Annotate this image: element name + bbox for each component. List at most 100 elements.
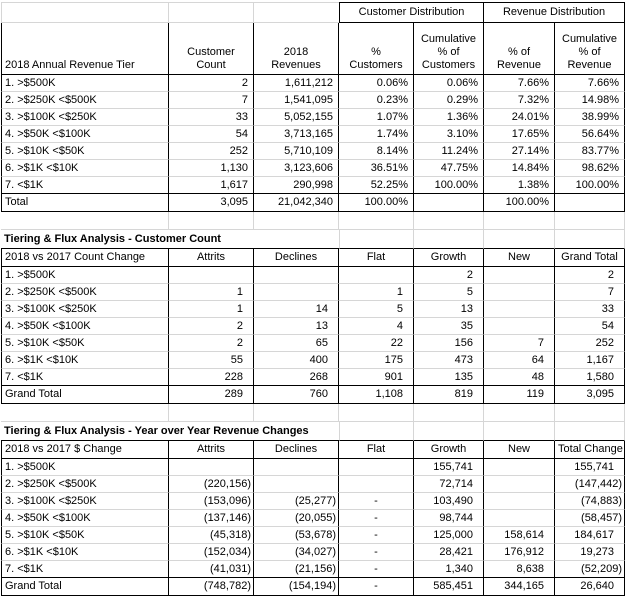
row-label-cell: 2. >$250K <$500K [1, 92, 169, 109]
value-cell: 52.25% [339, 177, 414, 194]
value-cell: 13 [414, 301, 485, 318]
empty-cell [555, 230, 626, 249]
value-cell: 22 [339, 335, 414, 352]
value-cell: 158,614 [484, 527, 556, 544]
value-cell: 585,451 [414, 578, 485, 596]
col-header-grand-total: Grand Total [555, 249, 626, 267]
empty-cell [414, 422, 485, 441]
value-cell: 0.29% [414, 92, 485, 109]
value-cell: 100.00% [555, 177, 626, 194]
empty-cell [414, 230, 485, 249]
value-cell: 156 [414, 335, 485, 352]
value-cell: 3,713,165 [254, 126, 339, 143]
table-row: 4. >$50K <$100K 54 3,713,165 1.74% 3.10% 17.6… [1, 126, 626, 143]
table-row: 6. >$1K <$10K (152,034) (34,027) -28,421 176… [1, 544, 626, 561]
col-header-customer-count: Customer Count [169, 23, 254, 75]
value-cell: 135 [414, 369, 485, 386]
customer-distribution-group-header: Customer Distribution [339, 2, 485, 23]
value-cell: 27.14% [484, 143, 556, 160]
value-cell [169, 459, 254, 476]
row-label-cell: Grand Total [1, 578, 169, 596]
value-cell: 98,744 [414, 510, 485, 527]
row-label-cell: 6. >$1K <$10K [1, 544, 169, 561]
value-cell: 819 [414, 386, 485, 404]
value-cell: 56.64% [555, 126, 626, 143]
value-cell: 100.00% [414, 177, 485, 194]
value-cell [484, 284, 556, 301]
value-cell: 2 [169, 318, 254, 335]
value-cell: 38.99% [555, 109, 626, 126]
value-cell: 252 [169, 143, 254, 160]
value-cell [339, 267, 414, 284]
value-cell: 1,617 [169, 177, 254, 194]
value-cell: 14 [254, 301, 339, 318]
table-row: 6. >$1K <$10K 1,130 3,123,606 36.51% 47.75% 1… [1, 160, 626, 177]
spacer-row [1, 404, 626, 422]
empty-cell [1, 2, 169, 23]
value-cell: (20,055) [254, 510, 339, 527]
value-cell [254, 284, 339, 301]
value-cell: 11.24% [414, 143, 485, 160]
dollar-change-grand-total: Grand Total (748,782) (154,194) -585,451 344… [1, 578, 626, 596]
empty-cell [484, 230, 556, 249]
value-cell: (137,146) [169, 510, 254, 527]
col-header-revenue-tier: 2018 Annual Revenue Tier [1, 23, 169, 75]
value-cell [484, 459, 556, 476]
value-cell: 2 [169, 75, 254, 92]
col-header-new: New [484, 441, 556, 459]
value-cell: 1,340 [414, 561, 485, 578]
row-label-cell: 7. <$1K [1, 369, 169, 386]
value-cell [339, 459, 414, 476]
value-cell: (74,883) [555, 493, 626, 510]
value-cell [414, 194, 485, 212]
customer-count-section: Tiering & Flux Analysis - Customer Count [1, 230, 626, 249]
table-row: 5. >$10K <$50K (45,318) (53,678) -125,000 15… [1, 527, 626, 544]
row-label-cell: 6. >$1K <$10K [1, 160, 169, 177]
value-cell: 1,611,212 [254, 75, 339, 92]
value-cell: - [339, 578, 414, 596]
table-row: Grand Total 289 760 1,108 819 119 3,095 [1, 386, 626, 404]
table-row: 2. >$250K <$500K (220,156) 72,714 (147,442) [1, 476, 626, 493]
value-cell: (220,156) [169, 476, 254, 493]
col-header-attrits: Attrits [169, 249, 254, 267]
value-cell: 19,273 [555, 544, 626, 561]
table-row: 1. >$500K 2 1,611,212 0.06% 0.06% 7.66% 7.66% [1, 75, 626, 92]
row-label-cell: 4. >$50K <$100K [1, 318, 169, 335]
value-cell: 28,421 [414, 544, 485, 561]
value-cell: 1,108 [339, 386, 414, 404]
section-title-customer-count: Tiering & Flux Analysis - Customer Count [1, 230, 339, 249]
value-cell: 7.32% [484, 92, 556, 109]
value-cell: 14.84% [484, 160, 556, 177]
value-cell: (52,209) [555, 561, 626, 578]
value-cell: (154,194) [254, 578, 339, 596]
value-cell [254, 476, 339, 493]
value-cell: 26,640 [555, 578, 626, 596]
row-label-cell: 3. >$100K <$250K [1, 109, 169, 126]
value-cell: 47.75% [414, 160, 485, 177]
value-cell: (153,096) [169, 493, 254, 510]
value-cell: 5 [414, 284, 485, 301]
value-cell: 901 [339, 369, 414, 386]
table-row: 4. >$50K <$100K (137,146) (20,055) -98,744 (… [1, 510, 626, 527]
value-cell: 21,042,340 [254, 194, 339, 212]
row-label-cell: 2. >$250K <$500K [1, 476, 169, 493]
col-header-total-change: Total Change [555, 441, 626, 459]
value-cell: 7 [484, 335, 556, 352]
row-label-cell: 3. >$100K <$250K [1, 493, 169, 510]
value-cell: 1,541,095 [254, 92, 339, 109]
row-label-cell: Grand Total [1, 386, 169, 404]
table-row: 3. >$100K <$250K (153,096) (25,277) -103,49… [1, 493, 626, 510]
row-label-cell: 4. >$50K <$100K [1, 126, 169, 143]
value-cell: 7.66% [555, 75, 626, 92]
table-row: Grand Total (748,782) (154,194) -585,451 344… [1, 578, 626, 596]
value-cell: 3,095 [555, 386, 626, 404]
value-cell: 65 [254, 335, 339, 352]
value-cell: - [339, 544, 414, 561]
value-cell: (25,277) [254, 493, 339, 510]
value-cell: 100.00% [484, 194, 556, 212]
table-row: 3. >$100K <$250K 1 14 5 13 33 [1, 301, 626, 318]
value-cell: 3.10% [414, 126, 485, 143]
value-cell: 473 [414, 352, 485, 369]
